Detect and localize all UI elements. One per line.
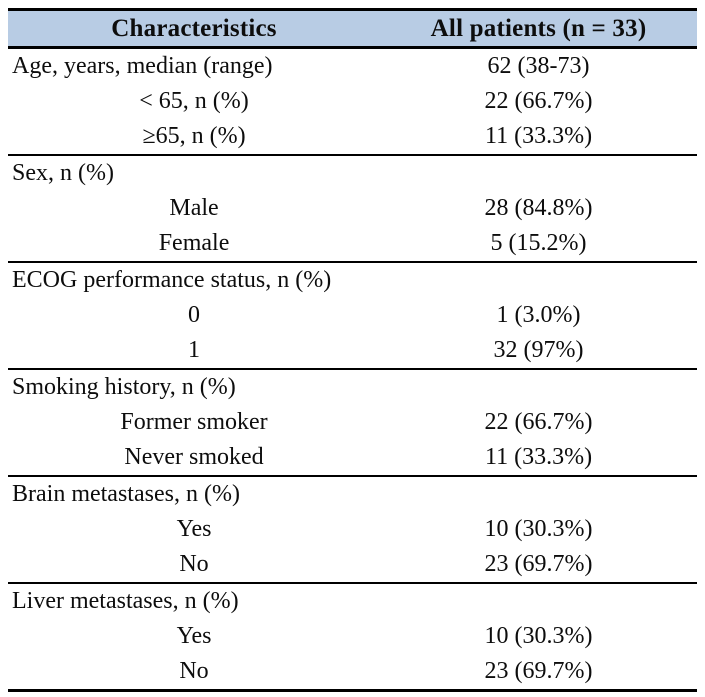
- row-value: 62 (38-73): [487, 53, 590, 80]
- header-cell-all-patients: All patients (n = 33): [380, 9, 697, 49]
- table-row: Brain metastases, n (%): [8, 475, 697, 512]
- row-label: No: [179, 551, 209, 578]
- table-row: ≥65, n (%) 11 (33.3%): [8, 119, 697, 155]
- table-body: Age, years, median (range) 62 (38-73) < 65…: [8, 48, 697, 691]
- row-label: Male: [169, 195, 219, 222]
- row-value: 32 (97%): [493, 337, 584, 364]
- row-value: 10 (30.3%): [484, 623, 593, 650]
- row-label: ≥65, n (%): [142, 123, 246, 150]
- table-row: < 65, n (%) 22 (66.7%): [8, 84, 697, 119]
- table-row: 0 1 (3.0%): [8, 298, 697, 333]
- row-label: Former smoker: [120, 409, 268, 436]
- table-row: No 23 (69.7%): [8, 654, 697, 691]
- table-header: Characteristics All patients (n = 33): [8, 9, 697, 49]
- row-label: Yes: [176, 516, 212, 543]
- table-row: 1 32 (97%): [8, 333, 697, 369]
- row-value: 11 (33.3%): [484, 444, 593, 471]
- row-value: 1 (3.0%): [496, 302, 581, 329]
- header-cell-characteristics: Characteristics: [8, 9, 381, 49]
- row-value: 28 (84.8%): [484, 195, 593, 222]
- row-label: Female: [158, 230, 230, 257]
- row-label: Yes: [176, 623, 212, 650]
- row-label: Sex, n (%): [8, 154, 381, 191]
- row-value: 5 (15.2%): [490, 230, 587, 257]
- row-value: [380, 154, 697, 191]
- row-value: 11 (33.3%): [484, 123, 593, 150]
- row-label: 0: [188, 302, 201, 329]
- row-label: Never smoked: [124, 444, 264, 471]
- patient-characteristics-table: Characteristics All patients (n = 33) Ag…: [8, 8, 697, 692]
- row-label: Smoking history, n (%): [8, 368, 381, 405]
- row-label: Liver metastases, n (%): [8, 582, 381, 619]
- row-value: 22 (66.7%): [484, 409, 593, 436]
- table-row: Never smoked 11 (33.3%): [8, 440, 697, 476]
- table-row: No 23 (69.7%): [8, 547, 697, 583]
- row-label: Age, years, median (range): [12, 53, 273, 80]
- table-row: Yes 10 (30.3%): [8, 619, 697, 654]
- row-value: 10 (30.3%): [484, 516, 593, 543]
- row-label: No: [179, 658, 209, 685]
- row-value: 22 (66.7%): [484, 88, 593, 115]
- table-row: Liver metastases, n (%): [8, 582, 697, 619]
- row-value: [380, 368, 697, 405]
- table-row: Smoking history, n (%): [8, 368, 697, 405]
- row-label: ECOG performance status, n (%): [8, 261, 381, 298]
- row-label: 1: [188, 337, 201, 364]
- table-row: Age, years, median (range) 62 (38-73): [8, 48, 697, 85]
- table-row: Sex, n (%): [8, 154, 697, 191]
- row-label: Brain metastases, n (%): [8, 475, 381, 512]
- row-value: [380, 475, 697, 512]
- table-row: Male 28 (84.8%): [8, 191, 697, 226]
- table-row: Former smoker 22 (66.7%): [8, 405, 697, 440]
- row-label: < 65, n (%): [139, 88, 249, 115]
- row-value: 23 (69.7%): [484, 658, 593, 685]
- row-value: [380, 261, 697, 298]
- table-row: ECOG performance status, n (%): [8, 261, 697, 298]
- table-row: Yes 10 (30.3%): [8, 512, 697, 547]
- row-value: 23 (69.7%): [484, 551, 593, 578]
- row-value: [380, 582, 697, 619]
- table-row: Female 5 (15.2%): [8, 226, 697, 262]
- header-row: Characteristics All patients (n = 33): [8, 9, 697, 49]
